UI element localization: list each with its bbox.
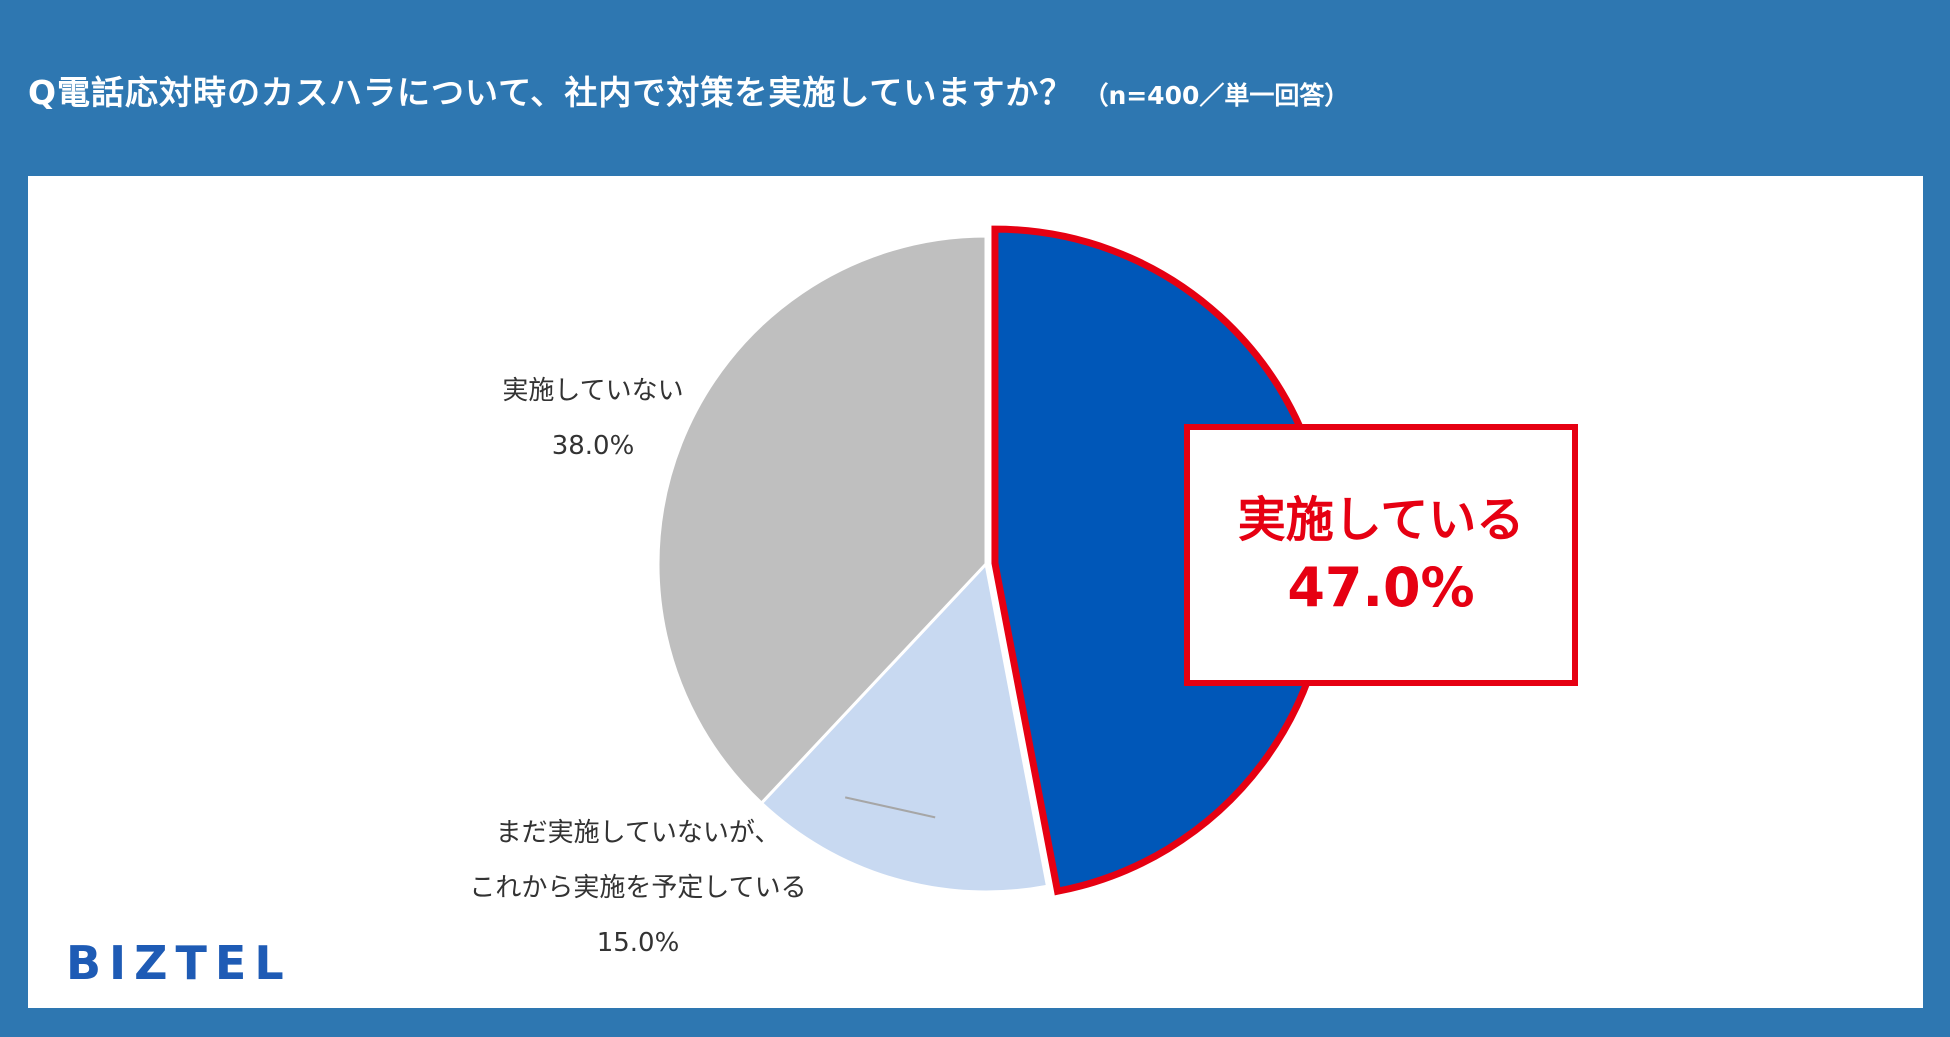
pie-chart bbox=[656, 225, 1333, 896]
question-text: Q電話応対時のカスハラについて、社内で対策を実施していますか？ bbox=[28, 73, 1074, 112]
sample-note: （n=400／単一回答） bbox=[1083, 81, 1350, 110]
biztel-logo: BIZTEL bbox=[66, 936, 292, 990]
label-planned-value: 15.0% bbox=[596, 928, 680, 958]
callout-label: 実施している bbox=[1237, 492, 1525, 548]
pie-slice-planned bbox=[759, 560, 1050, 894]
label-not-implemented: 実施していない 38.0% bbox=[453, 364, 733, 474]
pie-slice-not-implemented bbox=[656, 234, 988, 806]
label-not-implemented-text: 実施していない bbox=[502, 376, 684, 406]
chart-title: Q電話応対時のカスハラについて、社内で対策を実施していますか？ （n=400／単一… bbox=[28, 66, 1349, 114]
highlight-callout: 実施している 47.0% bbox=[1184, 424, 1578, 686]
label-planned-line-1: まだ実施していないが、 bbox=[495, 818, 781, 848]
label-not-implemented-value: 38.0% bbox=[551, 431, 635, 461]
label-planned: まだ実施していないが、 これから実施を予定している 15.0% bbox=[448, 806, 828, 971]
chart-panel: 実施していない 38.0% まだ実施していないが、 これから実施を予定している … bbox=[28, 176, 1923, 1008]
leader-line-planned bbox=[844, 796, 936, 819]
label-planned-line-2: これから実施を予定している bbox=[469, 873, 807, 903]
callout-value: 47.0% bbox=[1287, 556, 1475, 619]
